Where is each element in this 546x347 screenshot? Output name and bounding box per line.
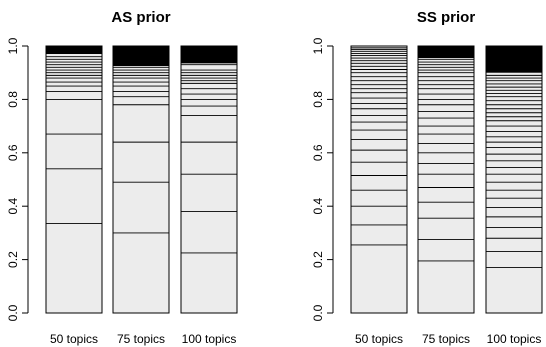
y-tick-label: 0.2 xyxy=(6,251,20,268)
category-label: 100 topics xyxy=(182,332,237,346)
y-tick-label: 0.8 xyxy=(311,91,325,108)
category-label: 50 topics xyxy=(50,332,98,346)
y-tick-label: 0.6 xyxy=(6,144,20,161)
bar-body xyxy=(45,45,103,314)
y-tick-label: 0.4 xyxy=(311,198,325,215)
y-tick-label: 0.8 xyxy=(6,91,20,108)
panel-2: SS prior 0.0 0.2 0.4 0.6 0.8 1.0 50 topics 75 to… xyxy=(311,9,543,346)
stacked-bar xyxy=(417,45,475,314)
bar-body xyxy=(417,45,475,314)
panel-1: AS prior 0.0 0.2 0.4 0.6 0.8 1.0 50 topics 75 to… xyxy=(6,9,238,346)
y-tick-label: 0.0 xyxy=(6,304,20,321)
category-label: 100 topics xyxy=(487,332,542,346)
segment-dense-region xyxy=(418,46,474,59)
bar-body xyxy=(112,45,170,314)
panel-title: AS prior xyxy=(111,9,170,26)
bar-body xyxy=(485,45,543,314)
y-tick-label: 1.0 xyxy=(6,37,20,54)
category-label: 50 topics xyxy=(355,332,403,346)
stacked-bar xyxy=(45,45,103,314)
stacked-bar xyxy=(485,45,543,314)
y-tick-label: 0.0 xyxy=(311,304,325,321)
segment-dense-region xyxy=(113,46,169,67)
y-tick-label: 0.4 xyxy=(6,198,20,215)
segment-dense-region xyxy=(46,46,102,55)
bar-body xyxy=(180,45,238,314)
stacked-bar xyxy=(180,45,238,314)
y-tick-label: 1.0 xyxy=(311,37,325,54)
category-label: 75 topics xyxy=(117,332,165,346)
stacked-bar xyxy=(350,45,408,314)
segment-dense-region xyxy=(181,46,237,64)
y-tick-label: 0.6 xyxy=(311,144,325,161)
segment-dense-region xyxy=(486,46,542,73)
category-label: 75 topics xyxy=(422,332,470,346)
y-tick-label: 0.2 xyxy=(311,251,325,268)
bar-body xyxy=(350,45,408,314)
stacked-bar xyxy=(112,45,170,314)
panel-title: SS prior xyxy=(417,9,476,26)
